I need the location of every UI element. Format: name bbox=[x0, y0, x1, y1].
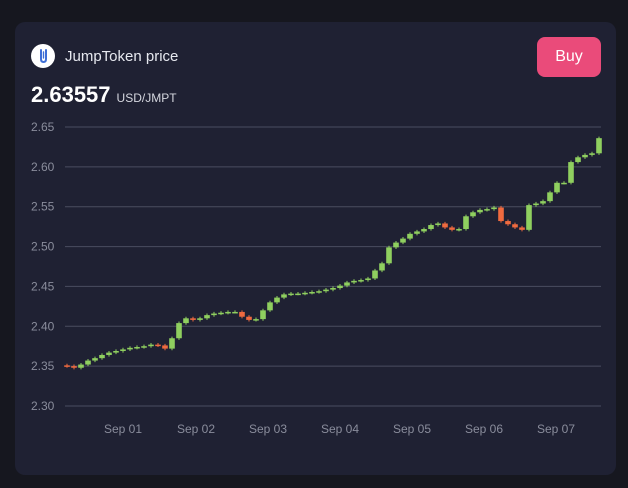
candle bbox=[274, 298, 280, 303]
candle bbox=[267, 302, 273, 310]
x-tick-label: Sep 02 bbox=[177, 422, 215, 436]
candle bbox=[148, 345, 154, 347]
candle bbox=[589, 153, 595, 155]
candle bbox=[71, 366, 77, 368]
candle bbox=[99, 355, 105, 358]
candle bbox=[162, 345, 168, 348]
candle bbox=[253, 319, 259, 321]
candle bbox=[337, 286, 343, 288]
candle bbox=[302, 293, 308, 295]
candle bbox=[477, 210, 483, 212]
candle bbox=[239, 312, 245, 317]
candle bbox=[309, 292, 315, 294]
candle bbox=[260, 310, 266, 319]
y-tick-label: 2.50 bbox=[31, 240, 55, 254]
chart-gridlines bbox=[65, 127, 601, 406]
candle bbox=[358, 280, 364, 282]
candle bbox=[582, 155, 588, 157]
candle bbox=[106, 353, 112, 355]
candle bbox=[365, 278, 371, 280]
candle bbox=[183, 318, 189, 323]
candle bbox=[526, 205, 532, 230]
candle bbox=[281, 294, 287, 297]
candle bbox=[442, 223, 448, 227]
candle bbox=[554, 183, 560, 193]
candle bbox=[288, 294, 294, 296]
candle bbox=[414, 231, 420, 233]
candle bbox=[232, 312, 238, 314]
candle bbox=[134, 347, 140, 349]
candle bbox=[575, 157, 581, 162]
candle bbox=[218, 313, 224, 315]
candle bbox=[505, 221, 511, 224]
candle bbox=[246, 317, 252, 320]
candle bbox=[323, 290, 329, 292]
candle bbox=[176, 323, 182, 338]
candle bbox=[351, 281, 357, 283]
candle bbox=[393, 243, 399, 248]
candle bbox=[568, 162, 574, 183]
candle bbox=[519, 227, 525, 229]
y-axis-labels: 2.30 2.35 2.40 2.45 2.50 2.55 2.60 2.65 bbox=[31, 120, 55, 413]
candle bbox=[470, 212, 476, 216]
candle bbox=[491, 208, 497, 210]
candle bbox=[547, 192, 553, 201]
candle bbox=[85, 361, 91, 365]
candle bbox=[428, 225, 434, 229]
price-chart: 2.302.352.402.452.502.552.602.65 Sep 01 S… bbox=[15, 22, 616, 475]
candle bbox=[498, 208, 504, 222]
x-tick-label: Sep 03 bbox=[249, 422, 287, 436]
candle bbox=[400, 239, 406, 243]
y-tick-label: 2.35 bbox=[31, 359, 55, 373]
candle bbox=[92, 358, 98, 360]
y-tick-label: 2.55 bbox=[31, 200, 55, 214]
y-tick-label: 2.60 bbox=[31, 160, 55, 174]
candle bbox=[316, 291, 322, 293]
x-tick-label: Sep 07 bbox=[537, 422, 575, 436]
candle bbox=[456, 229, 462, 231]
y-tick-label: 2.45 bbox=[31, 279, 55, 293]
candle bbox=[407, 234, 413, 239]
y-tick-label: 2.40 bbox=[31, 319, 55, 333]
candle bbox=[533, 204, 539, 206]
candle bbox=[540, 201, 546, 203]
x-tick-label: Sep 06 bbox=[465, 422, 503, 436]
candle bbox=[78, 365, 84, 368]
candle bbox=[330, 288, 336, 290]
candle bbox=[190, 318, 196, 320]
candle bbox=[421, 229, 427, 231]
candle bbox=[386, 247, 392, 263]
candle bbox=[155, 345, 161, 347]
x-tick-label: Sep 01 bbox=[104, 422, 142, 436]
price-widget-card: JumpToken price 2.63557 USD/JMPT Buy 2.3… bbox=[15, 22, 616, 475]
candle bbox=[204, 315, 210, 318]
candle bbox=[197, 318, 203, 320]
y-tick-label: 2.30 bbox=[31, 399, 55, 413]
candle bbox=[561, 183, 567, 185]
x-axis-labels: Sep 01 Sep 02 Sep 03 Sep 04 Sep 05 Sep 06 Sep … bbox=[104, 422, 575, 436]
candle bbox=[127, 348, 133, 350]
candle bbox=[344, 282, 350, 285]
candle bbox=[113, 351, 119, 353]
candle bbox=[64, 365, 70, 367]
candle bbox=[512, 224, 518, 227]
candle bbox=[463, 216, 469, 229]
candle bbox=[295, 294, 301, 296]
candle bbox=[225, 312, 231, 314]
x-tick-label: Sep 05 bbox=[393, 422, 431, 436]
candle bbox=[379, 263, 385, 270]
candle bbox=[372, 270, 378, 278]
candle bbox=[449, 227, 455, 229]
candle bbox=[596, 138, 602, 153]
candle bbox=[211, 314, 217, 316]
candle bbox=[484, 209, 490, 211]
candle bbox=[435, 223, 441, 225]
candle bbox=[141, 346, 147, 348]
x-tick-label: Sep 04 bbox=[321, 422, 359, 436]
candle bbox=[169, 338, 175, 348]
y-tick-label: 2.65 bbox=[31, 120, 55, 134]
candle bbox=[120, 349, 126, 351]
candles bbox=[64, 137, 602, 370]
